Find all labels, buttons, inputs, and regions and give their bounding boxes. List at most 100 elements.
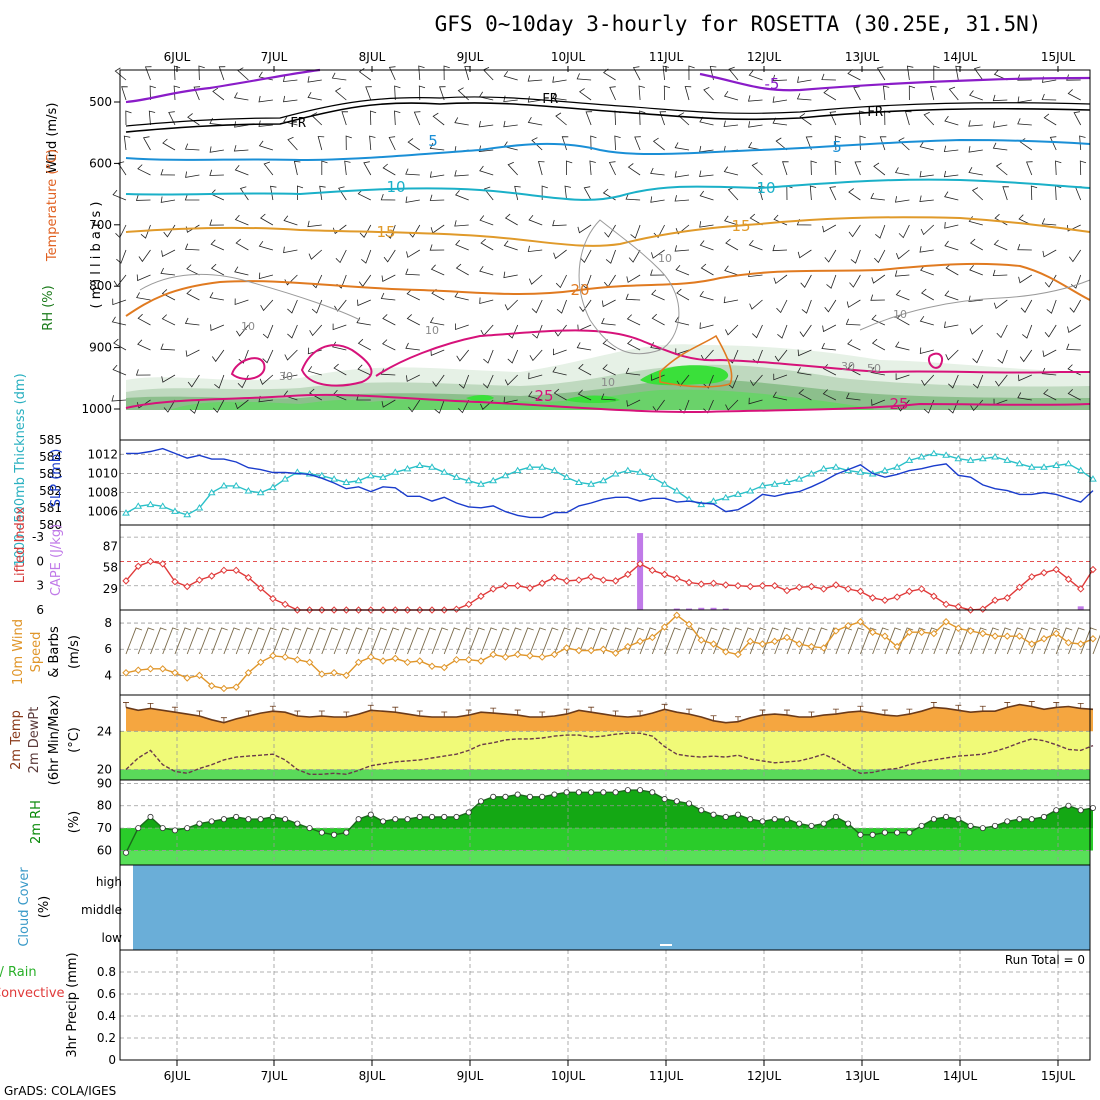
wind-barb xyxy=(651,249,665,259)
wind10m-barb xyxy=(933,627,950,655)
wind-barb xyxy=(723,166,739,176)
wind-barb xyxy=(381,274,396,283)
wind10m-speed-point xyxy=(220,684,228,693)
wind10m-barb xyxy=(198,627,216,655)
wind10m-barb xyxy=(553,627,571,655)
wind-barb xyxy=(388,66,396,81)
wind-barb xyxy=(930,85,937,101)
wind-barb xyxy=(504,374,518,386)
wind-barb xyxy=(749,374,763,387)
wind-barb xyxy=(845,318,861,326)
wind-barb xyxy=(1017,74,1032,81)
wind10m-barb xyxy=(664,627,681,655)
wind-barb xyxy=(434,399,445,414)
rh2m-point xyxy=(1004,818,1011,825)
chart-title: GFS 0~10day 3-hourly for ROSETTA (30.25E… xyxy=(435,12,1042,36)
wind-barb xyxy=(321,160,328,175)
thickness-point xyxy=(207,488,216,496)
temp-band-low xyxy=(120,769,1090,780)
wind-barb xyxy=(725,238,739,251)
thickness-point xyxy=(991,453,999,460)
contour-label: -5 xyxy=(765,75,780,93)
wind-barb xyxy=(688,65,695,81)
ylabel-cape: CAPE (J/kg) xyxy=(49,524,64,596)
wind-barb xyxy=(287,299,298,314)
wind-barb xyxy=(823,88,837,101)
wind-barb xyxy=(590,135,597,151)
cape-bar xyxy=(710,607,717,610)
wind10m-speed-point xyxy=(599,645,608,653)
rh2m-point xyxy=(428,813,435,820)
wind-barb xyxy=(209,146,224,153)
wind-barb xyxy=(676,288,690,301)
wind-barb xyxy=(663,85,671,101)
wind-barb xyxy=(674,316,690,326)
lifted-index-point xyxy=(856,587,865,596)
wind-barb xyxy=(184,317,200,326)
wind-barb xyxy=(458,399,470,414)
wind-barb xyxy=(1026,161,1033,176)
contour-freezing xyxy=(125,96,1091,127)
wind-barb xyxy=(503,271,518,279)
contour-label: 5 xyxy=(832,138,842,156)
wind-barb xyxy=(639,110,646,126)
ylabel-rh2m: 2m RH xyxy=(29,800,44,844)
wind-barb xyxy=(822,389,837,401)
lifted-index-point xyxy=(465,600,473,609)
wind-barb xyxy=(260,299,274,312)
date-label-bottom: 15JUL xyxy=(1041,1069,1076,1083)
lifted-index-point xyxy=(232,566,240,575)
wind-barb xyxy=(405,168,420,176)
wind-barb xyxy=(748,70,763,81)
lifted-index-point xyxy=(550,573,559,582)
tick-label: 580 xyxy=(39,518,62,532)
thickness-point xyxy=(366,471,375,479)
wind-barb xyxy=(383,249,396,263)
wind-barb xyxy=(184,143,200,151)
wind-barb xyxy=(478,145,494,152)
rh2m-point xyxy=(331,831,338,838)
lifted-index-point xyxy=(183,582,191,591)
rh2m-point xyxy=(857,831,864,838)
wind10m-speed-point xyxy=(819,644,828,652)
wind-barb xyxy=(282,75,298,83)
wind-barb xyxy=(552,219,567,227)
wind-barb xyxy=(799,324,812,338)
wind10m-speed-point xyxy=(1040,635,1048,643)
wind10m-barb xyxy=(247,627,265,655)
rh2m-point xyxy=(1041,813,1048,820)
rh-band-70 xyxy=(120,828,1090,851)
wind10m-barb xyxy=(382,627,400,655)
wind-barb xyxy=(1068,249,1082,263)
thickness-point xyxy=(195,504,204,511)
contour-20 xyxy=(659,334,733,388)
wind-barb xyxy=(850,249,861,264)
lifted-index-point xyxy=(281,600,289,609)
wind-barb xyxy=(482,374,494,389)
wind-barb xyxy=(684,86,692,101)
wind10m-barb xyxy=(762,627,779,655)
wind-barb xyxy=(829,186,837,201)
wind-barb xyxy=(1018,214,1032,226)
lifted-index-point xyxy=(1064,575,1073,583)
wind-barb xyxy=(430,349,445,356)
wind-barb xyxy=(218,66,226,81)
wind-barb xyxy=(258,120,273,127)
thickness-point xyxy=(330,475,338,482)
date-label-bottom: 8JUL xyxy=(359,1069,386,1083)
rh2m-point xyxy=(698,807,705,814)
wind10m-speed-point xyxy=(318,670,326,678)
wind10m-speed-point xyxy=(844,621,852,630)
wind10m-barb xyxy=(1043,627,1061,655)
wind-barb xyxy=(144,66,152,81)
wind-barb xyxy=(651,289,665,301)
wind-barb xyxy=(944,290,959,301)
thickness-point xyxy=(758,481,767,489)
wind-barb xyxy=(1002,186,1009,201)
wind-barb xyxy=(235,399,249,410)
wind10m-barb xyxy=(272,627,290,655)
thickness-point xyxy=(268,483,277,491)
wind10m-speed-point xyxy=(477,657,485,665)
wind10m-barb xyxy=(688,627,706,655)
